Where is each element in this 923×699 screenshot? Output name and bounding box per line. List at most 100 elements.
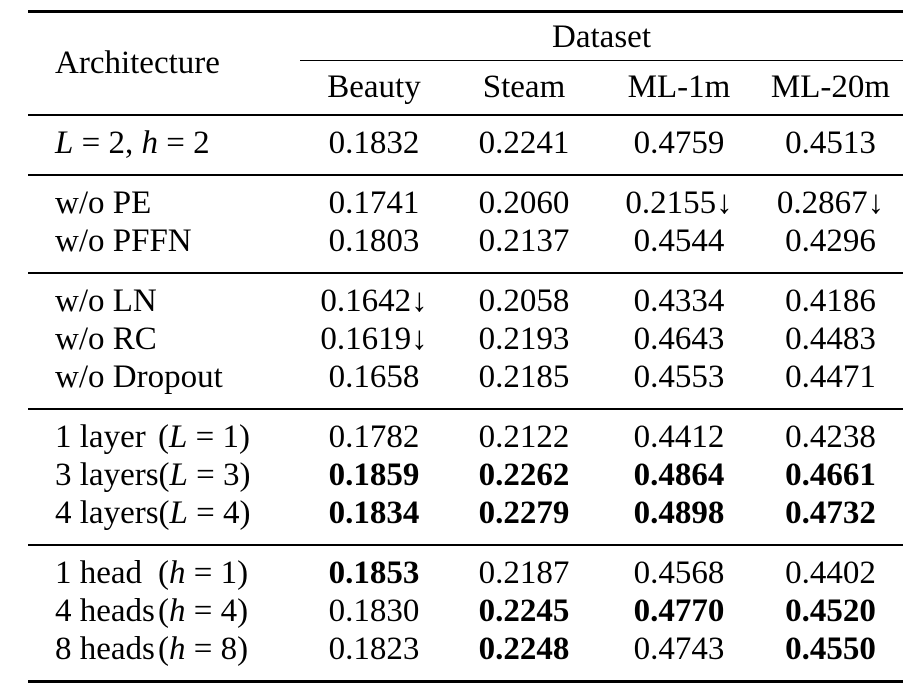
table-row: 4 heads(h = 4) 0.1830 0.2245 0.4770 0.45… [28, 592, 903, 630]
row-label: 1 head (h = 1) [28, 543, 300, 592]
metric-value: 0.1830 [328, 592, 420, 629]
metric-value: 0.2185 [478, 358, 570, 395]
label-condition: (h = 4) [158, 593, 248, 629]
label-main: 1 layer [55, 418, 146, 455]
table-row: w/o RC 0.1619↓ 0.2193 0.4643 0.4483 [28, 320, 903, 358]
metric-cell: 0.1834 [300, 494, 448, 545]
metric-cell: 0.1642↓ [300, 271, 448, 320]
metric-cell: 0.2058 [448, 271, 600, 320]
table-row: w/o PFFN 0.1803 0.2137 0.4544 0.4296 [28, 222, 903, 273]
header-dataset-row: Beauty Steam ML-1m ML-20m [28, 60, 904, 115]
metric-cell: 0.4334 [600, 271, 758, 320]
metric-value: 0.2262 [478, 456, 570, 493]
metric-cell: 0.2193 [448, 320, 600, 358]
label-condition: (L = 3) [159, 457, 251, 493]
label-segment: ( [158, 418, 169, 455]
metric-value: 0.1782 [328, 418, 420, 455]
metric-cell: 0.4412 [600, 407, 758, 456]
metric-cell: 0.2279 [448, 494, 600, 545]
metric-value: 0.1834 [328, 494, 420, 531]
metric-cell: 0.4471 [758, 358, 903, 409]
metric-cell: 0.2122 [448, 407, 600, 456]
metric-value: 0.1853 [328, 554, 420, 591]
metric-cell: 0.1803 [300, 222, 448, 273]
metric-cell: 0.2187 [448, 543, 600, 592]
metric-cell: 0.1853 [300, 543, 448, 592]
row-label: w/o LN [28, 271, 300, 320]
section-ablation-ln-rc-dropout: w/o LN 0.1642↓ 0.2058 0.4334 0.4186 w/o … [28, 271, 904, 409]
table-row: 3 layers(L = 3) 0.1859 0.2262 0.4864 0.4… [28, 456, 903, 494]
label-segment: w/o Dropout [55, 358, 223, 395]
metric-value: 0.4513 [785, 124, 876, 161]
label-segment: ( [158, 592, 169, 629]
label-condition: (L = 4) [159, 495, 251, 531]
metric-value: 0.4898 [633, 494, 725, 531]
metric-cell: 0.2185 [448, 358, 600, 409]
metric-value: 0.4544 [633, 222, 725, 259]
label-main: 4 layers [55, 494, 159, 531]
label-segment: w/o RC [55, 320, 157, 357]
metric-cell: 0.4898 [600, 494, 758, 545]
column-header-steam: Steam [448, 60, 600, 115]
metric-cell: 0.4402 [758, 543, 904, 592]
label-segment: ( [158, 554, 169, 591]
label-segment: w/o PE [55, 184, 152, 221]
metric-value: 0.1658 [328, 358, 420, 395]
column-header-ml20m: ML-20m [758, 60, 904, 115]
label-segment: = 4) [187, 494, 251, 531]
table-header: Architecture Dataset Beauty Steam ML-1m … [28, 12, 904, 115]
metric-value: 0.1741 [328, 184, 420, 221]
metric-value: 0.1859 [328, 456, 420, 493]
metric-cell: 0.4544 [600, 222, 758, 273]
label-segment: ( [158, 494, 170, 531]
row-label: w/o PE [28, 173, 300, 222]
metric-value: 0.2279 [478, 494, 570, 531]
metric-cell: 0.2245 [448, 592, 600, 630]
metric-cell: 0.4732 [758, 494, 903, 545]
label-segment: L [169, 456, 188, 493]
row-label: w/o RC [28, 320, 300, 358]
column-header-ml1m: ML-1m [600, 60, 758, 115]
label-segment: ( [158, 456, 170, 493]
label-main: 4 heads [55, 592, 155, 629]
row-label: w/o PFFN [28, 222, 300, 273]
metric-cell: 0.2241 [448, 113, 600, 175]
label-segment: h [169, 592, 186, 629]
metric-cell: 0.1823 [300, 630, 448, 682]
metric-value: 0.4483 [785, 320, 876, 357]
label-segment: w/o PFFN [55, 222, 192, 259]
table-row: w/o Dropout 0.1658 0.2185 0.4553 0.4471 [28, 358, 903, 409]
section-layers: 1 layer (L = 1) 0.1782 0.2122 0.4412 0.42… [28, 407, 904, 545]
metric-value: 0.4471 [785, 358, 876, 395]
dataset-group-header: Dataset [552, 18, 651, 55]
row-label: 1 layer (L = 1) [28, 407, 300, 456]
label-condition: (h = 1) [158, 555, 248, 591]
label-segment: = 4) [185, 592, 249, 629]
label-main: 8 heads [55, 630, 155, 667]
table-row: w/o LN 0.1642↓ 0.2058 0.4334 0.4186 [28, 271, 904, 320]
table-row: 4 layers(L = 4) 0.1834 0.2279 0.4898 0.4… [28, 494, 903, 545]
metric-cell: 0.1832 [300, 113, 448, 175]
metric-cell: 0.4759 [600, 113, 758, 175]
metric-cell: 0.4483 [758, 320, 903, 358]
metric-value: 0.1823 [328, 630, 420, 667]
label-segment: = 3) [187, 456, 251, 493]
label-condition: (h = 8) [158, 631, 248, 667]
metric-cell: 0.4520 [758, 592, 903, 630]
metric-cell: 0.4568 [600, 543, 758, 592]
label-segment: = 2 [157, 124, 210, 161]
architecture-column-header: Architecture [55, 45, 220, 82]
metric-value: 0.4553 [633, 358, 725, 395]
metric-value: 0.2122 [478, 418, 570, 455]
metric-value: 0.4643 [633, 320, 725, 357]
label-segment: = 1) [185, 554, 249, 591]
metric-cell: 0.1658 [300, 358, 448, 409]
label-segment: h [141, 124, 158, 161]
label-condition: (L = 1) [158, 419, 250, 455]
metric-value: 0.4412 [633, 418, 725, 455]
metric-cell: 0.4864 [600, 456, 758, 494]
metric-cell: 0.2262 [448, 456, 600, 494]
metric-cell: 0.4643 [600, 320, 758, 358]
label-segment: L [55, 124, 74, 161]
row-label: L = 2, h = 2 [28, 113, 300, 175]
